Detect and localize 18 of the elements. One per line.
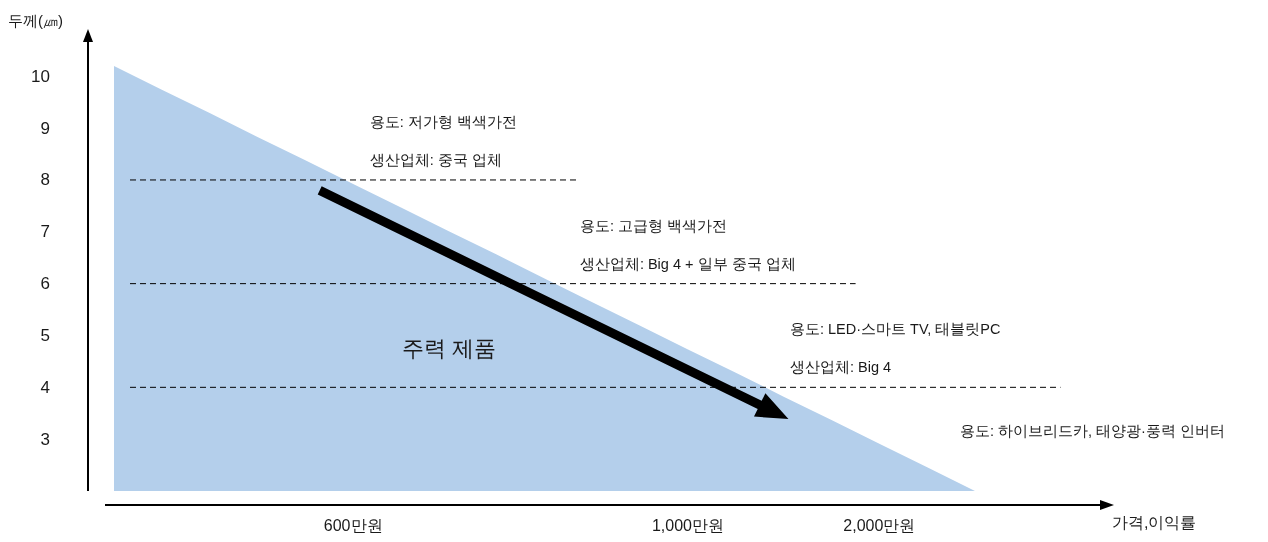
y-tick-label: 5 [40, 325, 50, 345]
ref-line-label: 용도: LED·스마트 TV, 태블릿PC 생산업체: Big 4 [789, 321, 1001, 376]
y-tick-label: 8 [40, 170, 50, 190]
y-tick-label: 4 [40, 377, 50, 397]
y-tick-label: 3 [40, 429, 50, 449]
annotation: 용도: 하이브리드카, 태양광·풍력 인버터 [960, 423, 1225, 439]
y-tick-label: 10 [31, 66, 50, 86]
x-tick-label: 1,000만원 [651, 516, 725, 534]
annotation: 가격,이익률 [1112, 513, 1197, 531]
x-tick-label: 600만원 [323, 516, 383, 534]
x-tick-label: 2,000만원 [843, 516, 916, 534]
y-tick-label: 6 [40, 274, 50, 294]
ref-line-label: 용도: 고급형 백색가전 생산업체: Big 4 + 일부 중국 업체 [579, 217, 796, 272]
y-tick-label: 7 [40, 222, 50, 242]
annotation: 주력 제품 [401, 335, 496, 361]
y-tick-label: 9 [40, 118, 50, 138]
ref-line-label: 용도: 저가형 백색가전 생산업체: 중국 업체 [369, 113, 517, 168]
y-axis-title: 두께(㎛) [8, 11, 63, 29]
